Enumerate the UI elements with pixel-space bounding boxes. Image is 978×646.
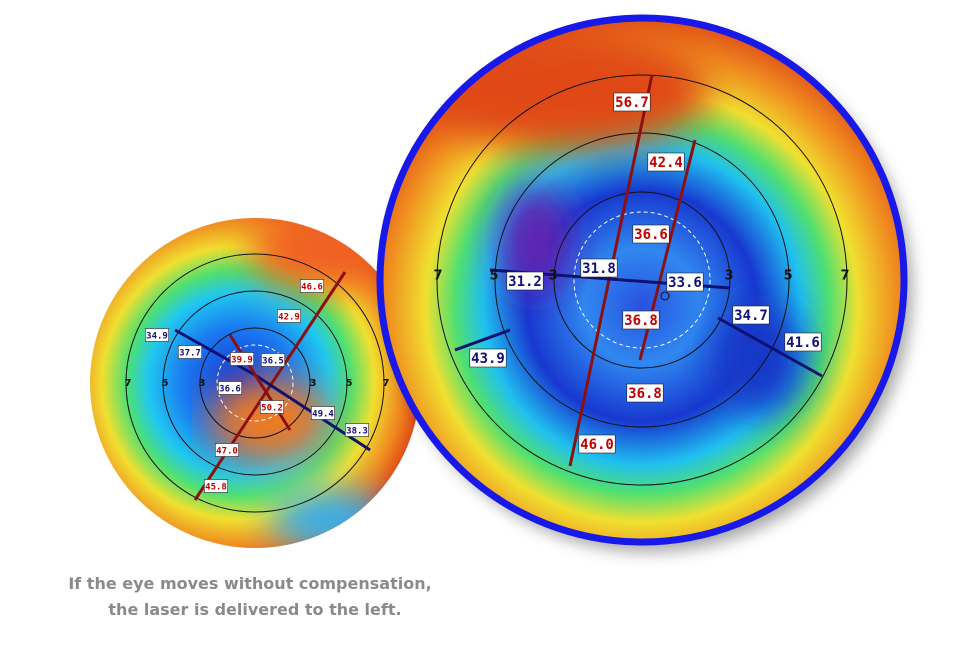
value-box	[469, 348, 507, 368]
value-box	[506, 271, 544, 291]
value-box	[145, 328, 170, 342]
value-box	[784, 332, 822, 352]
value-box	[260, 353, 285, 367]
ring-label: 7	[383, 378, 390, 389]
value-box	[626, 383, 664, 403]
value-box	[299, 279, 324, 293]
caption: the laser is delivered to the left.	[108, 600, 401, 619]
ring-label: 5	[489, 269, 498, 284]
ring-label: 3	[310, 378, 317, 389]
ring-label: 3	[199, 378, 206, 389]
value-label: 43.9	[471, 351, 505, 367]
ring-label: 7	[433, 269, 442, 284]
value-label: 49.4	[312, 410, 334, 420]
value-label: 47.0	[216, 447, 238, 457]
value-label: 46.6	[301, 283, 323, 293]
value-box	[622, 310, 660, 330]
value-label: 42.4	[649, 155, 683, 171]
ring-label: 3	[724, 269, 733, 284]
value-label: 56.7	[615, 95, 649, 111]
value-label: 42.9	[278, 313, 300, 323]
value-label: 39.9	[231, 356, 253, 366]
value-label: 37.7	[179, 349, 201, 359]
ring-label: 5	[783, 269, 792, 284]
value-label: 46.0	[580, 437, 614, 453]
value-box	[613, 92, 651, 112]
value-box	[178, 345, 203, 359]
ring-label: 3	[548, 269, 557, 284]
small-map	[90, 218, 420, 548]
value-box	[578, 434, 616, 454]
value-box	[732, 305, 770, 325]
value-label: 36.8	[628, 386, 662, 402]
value-box	[230, 352, 255, 366]
value-label: 50.2	[261, 404, 283, 414]
value-box	[647, 152, 685, 172]
ring-label: 5	[162, 378, 169, 389]
ring-label: 7	[840, 269, 849, 284]
value-box	[218, 381, 243, 395]
value-box	[259, 400, 284, 414]
ring-label: 7	[125, 378, 132, 389]
value-label: 38.3	[346, 427, 368, 437]
value-label: 36.6	[634, 227, 668, 243]
value-label: 41.6	[786, 335, 820, 351]
value-box	[666, 272, 704, 292]
value-label: 33.6	[668, 275, 702, 291]
value-label: 31.2	[508, 274, 542, 290]
value-label: 36.8	[624, 313, 658, 329]
value-box	[344, 423, 369, 437]
value-box	[580, 258, 618, 278]
value-label: 45.8	[205, 483, 227, 493]
value-box	[215, 443, 240, 457]
value-box	[204, 479, 229, 493]
value-box	[632, 224, 670, 244]
value-label: 31.8	[582, 261, 616, 277]
value-label: 36.6	[219, 385, 241, 395]
caption: If the eye moves without compensation,	[68, 574, 431, 593]
ring-label: 5	[346, 378, 353, 389]
value-label: 34.9	[146, 332, 168, 342]
value-label: 36.5	[262, 357, 284, 367]
value-label: 34.7	[734, 308, 768, 324]
value-box	[310, 406, 335, 420]
value-box	[276, 309, 301, 323]
